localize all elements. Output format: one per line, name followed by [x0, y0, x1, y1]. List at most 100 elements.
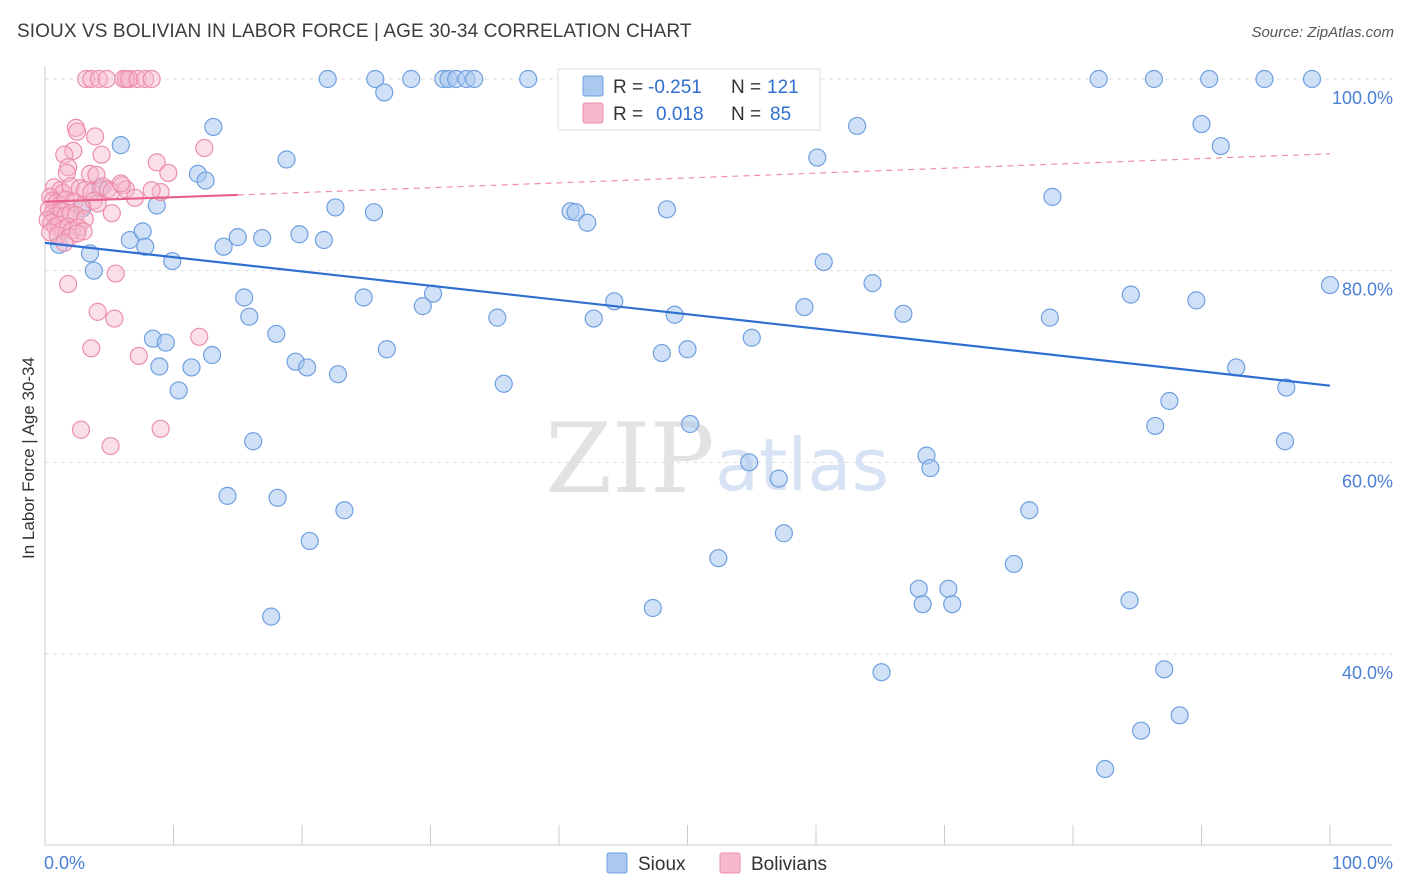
sioux-point: [665, 305, 684, 324]
sioux-point: [377, 340, 396, 359]
bottom-legend-label-bolivians: Bolivians: [751, 854, 827, 875]
sioux-point: [566, 203, 585, 222]
bolivian-point: [111, 174, 130, 193]
bolivian-point: [87, 165, 106, 184]
sioux-point: [268, 488, 287, 507]
bottom-legend-label-sioux: Sioux: [638, 854, 686, 875]
sioux-point: [808, 148, 827, 167]
sioux-point: [335, 501, 354, 520]
y-tick-label: 60.0%: [1342, 471, 1393, 491]
sioux-point: [253, 228, 272, 248]
bolivian-point: [195, 138, 214, 158]
legend-r-value-sioux: -0.251: [648, 77, 702, 98]
x-tick-label: 0.0%: [44, 853, 85, 873]
sioux-point: [364, 203, 384, 222]
sioux-point: [1146, 416, 1165, 436]
sioux-point: [652, 343, 671, 363]
sioux-point: [375, 83, 394, 102]
bolivian-point: [136, 69, 155, 89]
sioux-point: [1275, 432, 1295, 451]
stats-legend: R = -0.251 N = 121 R = 0.018 N = 85: [557, 68, 821, 131]
sioux-point: [1132, 721, 1151, 740]
legend-n-label-sioux: N =: [731, 77, 761, 98]
sioux-point: [136, 237, 155, 256]
y-tick-label: 80.0%: [1342, 280, 1393, 300]
sioux-point: [584, 309, 603, 328]
sioux-point: [678, 340, 697, 359]
sioux-point: [643, 598, 662, 618]
sioux-point: [1160, 391, 1179, 411]
sioux-point: [402, 69, 421, 89]
sioux-point: [133, 222, 152, 241]
sioux-point: [921, 458, 940, 478]
legend-n-label-bolivians: N =: [731, 104, 761, 125]
sioux-point: [1155, 660, 1174, 679]
sioux-point: [300, 531, 319, 551]
bolivian-point: [142, 69, 161, 89]
sioux-point: [1227, 358, 1246, 377]
y-tick-label: 40.0%: [1342, 663, 1393, 683]
bolivian-point: [129, 346, 148, 366]
bolivian-trend-extension: [237, 153, 1331, 196]
bolivian-point: [128, 69, 147, 89]
bolivian-point: [88, 302, 107, 321]
bolivian-point: [68, 224, 87, 243]
legend-swatch-sioux: [582, 75, 604, 97]
y-tick-label: 100.0%: [1332, 88, 1393, 108]
sioux-point: [156, 333, 175, 352]
bolivian-point: [105, 309, 124, 328]
bolivian-point: [82, 69, 101, 89]
bolivian-point: [92, 145, 111, 164]
bolivian-point: [57, 163, 76, 183]
sioux-point: [1043, 187, 1062, 206]
sioux-point: [182, 358, 201, 377]
sioux-point: [366, 69, 385, 89]
sioux-point: [267, 324, 286, 344]
sioux-point: [328, 365, 348, 384]
bolivian-point: [159, 163, 178, 183]
bolivian-point: [120, 69, 139, 89]
y-axis-label: In Labor Force | Age 30-34: [19, 357, 38, 559]
sioux-point: [863, 274, 882, 293]
sioux-point: [1040, 308, 1059, 327]
chart-source: Source: ZipAtlas.com: [1251, 24, 1394, 41]
bolivian-point: [97, 69, 116, 89]
sioux-point: [202, 345, 222, 365]
sioux-point: [939, 579, 958, 598]
bolivian-point: [68, 122, 87, 141]
sioux-trend-line: [44, 241, 1331, 387]
sioux-point: [519, 69, 538, 89]
sioux-point: [740, 453, 759, 472]
legend-n-value-bolivians: 85: [770, 104, 791, 125]
sioux-point: [943, 595, 962, 614]
sioux-point: [204, 117, 223, 137]
sioux-point: [290, 225, 309, 244]
sioux-point: [814, 252, 833, 272]
sioux-point: [413, 297, 432, 316]
sioux-point: [494, 374, 513, 393]
sioux-point: [235, 288, 254, 307]
bolivian-point: [93, 177, 112, 196]
sioux-point: [872, 663, 891, 682]
sioux-point: [1121, 285, 1140, 304]
sioux-point: [1004, 554, 1023, 574]
bolivian-point: [142, 181, 161, 200]
bolivian-point: [82, 339, 101, 358]
sioux-point: [354, 288, 373, 307]
sioux-point: [262, 607, 281, 626]
bolivian-point: [86, 127, 105, 146]
sioux-point: [894, 304, 913, 323]
sioux-point: [163, 251, 182, 271]
sioux-point: [150, 357, 169, 376]
sioux-point: [909, 579, 928, 598]
sioux-point: [1320, 275, 1340, 295]
sioux-point: [298, 358, 317, 377]
sioux-point: [465, 69, 484, 89]
bolivian-point: [59, 158, 78, 177]
sioux-point: [1277, 378, 1296, 397]
sioux-point: [1200, 69, 1219, 89]
bolivian-trend-line: [44, 193, 238, 203]
legend-swatch-bolivians: [582, 102, 604, 124]
sioux-point: [196, 171, 215, 190]
sioux-point: [742, 328, 761, 347]
